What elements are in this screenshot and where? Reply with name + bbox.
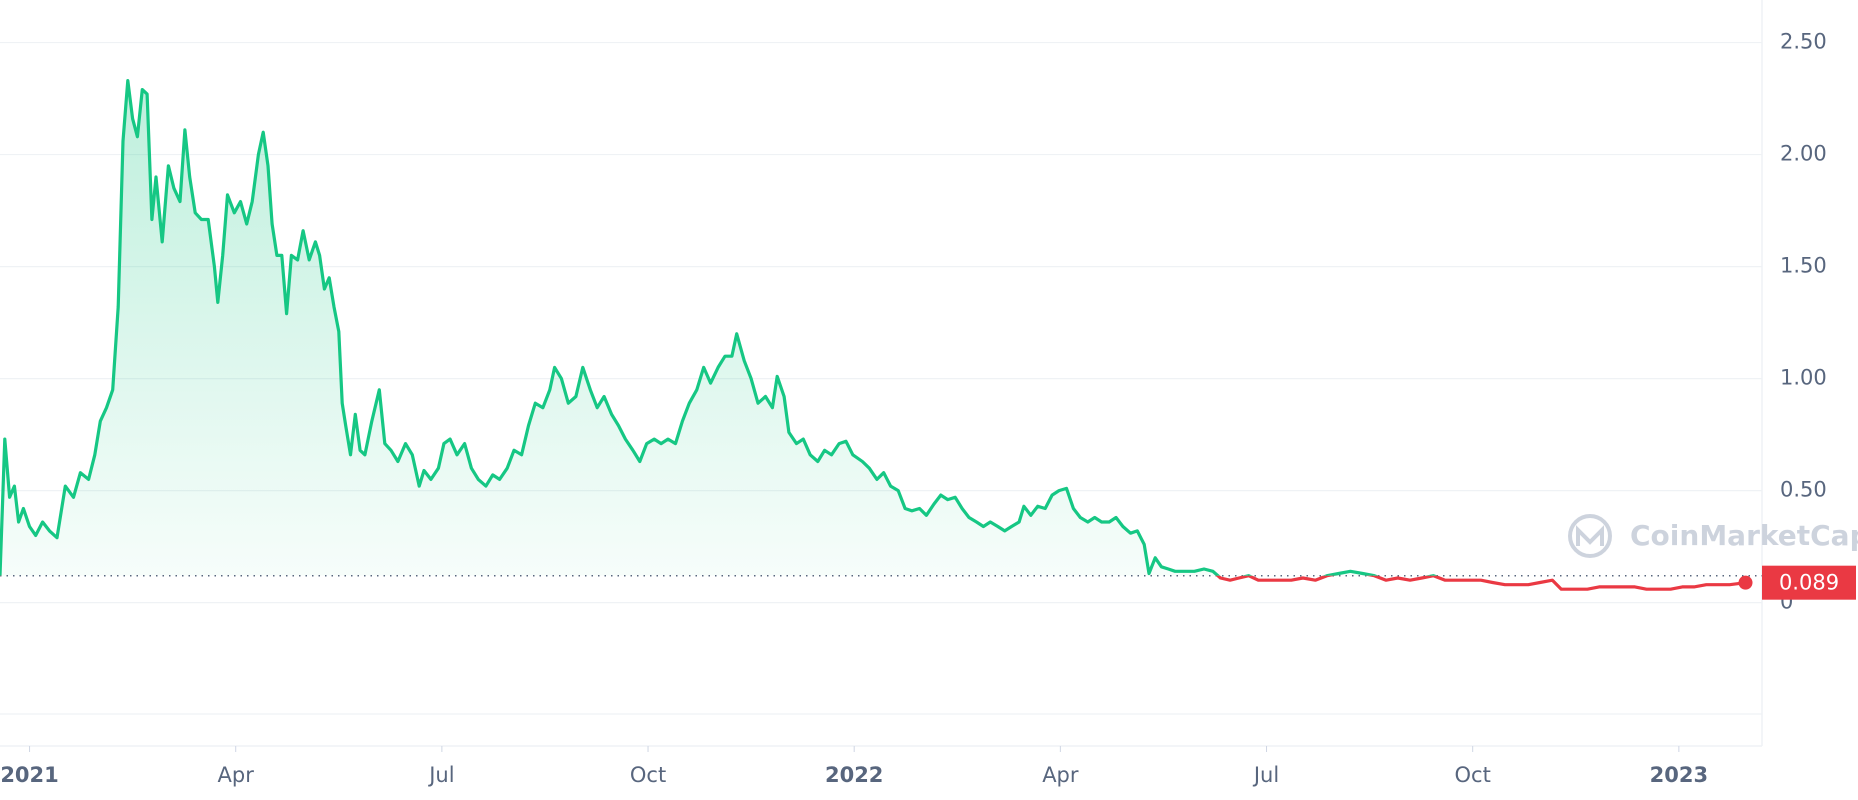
watermark: CoinMarketCap [1568, 514, 1858, 558]
y-tick-label: 1.00 [1780, 366, 1827, 390]
watermark-logo-mark [1576, 525, 1604, 546]
price-tag [1762, 565, 1856, 600]
x-tick-label: 2022 [825, 763, 883, 787]
x-tick-label: Oct [1455, 763, 1491, 787]
x-tick-label: Oct [630, 763, 666, 787]
y-tick-label: 2.50 [1780, 30, 1827, 54]
y-tick-label: 1.50 [1780, 254, 1827, 278]
x-tick-label: Jul [1252, 763, 1279, 787]
x-tick-label: 2023 [1650, 763, 1708, 787]
x-tick-label: 2021 [0, 763, 58, 787]
price-tag-label: 0.089 [1779, 571, 1839, 595]
watermark-logo [1568, 514, 1612, 558]
watermark-text: CoinMarketCap [1630, 519, 1858, 552]
price-line-above [0, 79, 1439, 576]
x-tick-label: Apr [1042, 763, 1079, 787]
price-line-below [1, 575, 1746, 591]
current-point [1738, 575, 1753, 590]
y-tick-label: 0.50 [1780, 478, 1827, 502]
x-tick-label: Apr [218, 763, 255, 787]
x-tick-label: Jul [427, 763, 454, 787]
y-tick-label: 2.00 [1780, 142, 1827, 166]
area [0, 80, 1434, 576]
